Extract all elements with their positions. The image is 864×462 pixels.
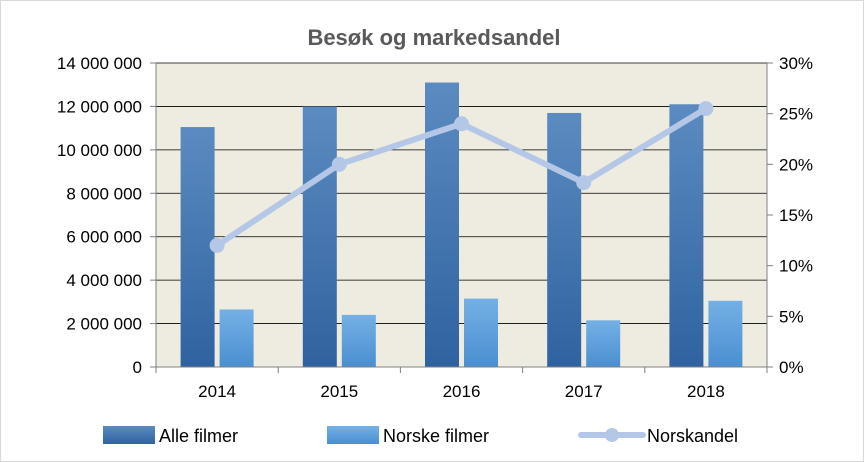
bar-alle-filmer-2014 — [180, 127, 215, 367]
bar-alle-filmer-2017 — [547, 112, 582, 367]
y-right-tick-label: 5% — [779, 307, 804, 326]
x-tick-label: 2015 — [320, 382, 358, 401]
bar-alle-filmer-2018 — [669, 104, 704, 367]
legend-label-norskandel: Norskandel — [647, 426, 738, 446]
norskandel-point-2018 — [698, 101, 714, 117]
y-right-tick-label: 10% — [779, 257, 813, 276]
y-right-tick-label: 25% — [779, 105, 813, 124]
bar-alle-filmer-2015 — [302, 106, 337, 367]
share-line — [209, 101, 714, 253]
y-left-tick-label: 14 000 000 — [57, 54, 142, 73]
y-right-tick-label: 0% — [779, 358, 804, 377]
axes: 0 2 000 000 4 000 000 6 000 000 8 000 000 10 … — [57, 54, 813, 401]
x-tick-label: 2016 — [443, 382, 481, 401]
legend-label-norske-filmer: Norske filmer — [383, 426, 489, 446]
y-left-tick-label: 2 000 000 — [66, 315, 142, 334]
y-left-tick-label: 0 — [133, 358, 142, 377]
legend-marker-norskandel — [605, 428, 619, 442]
x-tick-label: 2017 — [565, 382, 603, 401]
bar-norske-filmer-2017 — [586, 320, 621, 367]
norskandel-point-2015 — [331, 156, 347, 172]
y-left-tick-label: 10 000 000 — [57, 141, 142, 160]
bar-norske-filmer-2014 — [219, 309, 254, 367]
y-right-tick-label: 15% — [779, 206, 813, 225]
x-tick-label: 2014 — [198, 382, 236, 401]
bars — [180, 82, 743, 368]
chart-title: Besøk og markedsandel — [307, 25, 560, 50]
legend-swatch-norske-filmer — [327, 426, 379, 444]
norskandel-point-2014 — [209, 237, 225, 253]
y-right-tick-label: 20% — [779, 155, 813, 174]
legend: Alle filmer Norske filmer Norskandel — [103, 426, 738, 446]
y-left-tick-label: 12 000 000 — [57, 97, 142, 116]
legend-label-alle-filmer: Alle filmer — [159, 426, 238, 446]
norskandel-point-2016 — [454, 116, 469, 132]
gridlines — [156, 62, 767, 324]
y-right-tick-label: 30% — [779, 54, 813, 73]
bar-norske-filmer-2018 — [708, 300, 743, 367]
y-left-tick-label: 8 000 000 — [66, 184, 142, 203]
norskandel-point-2017 — [576, 175, 592, 191]
x-tick-label: 2018 — [687, 382, 725, 401]
bar-norske-filmer-2015 — [341, 314, 376, 367]
y-left-tick-label: 4 000 000 — [66, 271, 142, 290]
bar-norske-filmer-2016 — [464, 298, 498, 367]
legend-swatch-alle-filmer — [103, 426, 155, 444]
y-left-tick-label: 6 000 000 — [66, 228, 142, 247]
